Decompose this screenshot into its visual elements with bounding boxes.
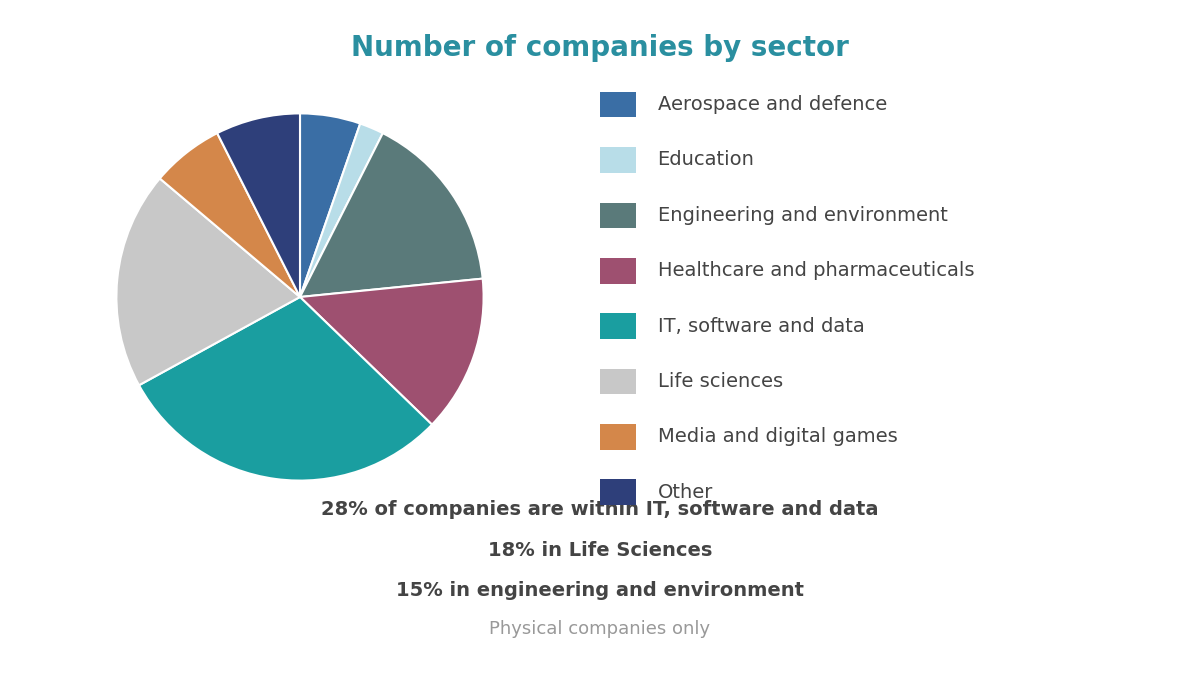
Wedge shape <box>300 279 484 425</box>
Text: Physical companies only: Physical companies only <box>490 620 710 638</box>
Text: Education: Education <box>658 151 755 169</box>
Wedge shape <box>300 133 482 297</box>
Wedge shape <box>300 113 360 297</box>
Text: 18% in Life Sciences: 18% in Life Sciences <box>488 541 712 560</box>
Wedge shape <box>139 297 432 481</box>
Wedge shape <box>160 133 300 297</box>
Text: Other: Other <box>658 483 713 502</box>
Text: Aerospace and defence: Aerospace and defence <box>658 95 887 114</box>
Text: Media and digital games: Media and digital games <box>658 427 898 446</box>
Text: Engineering and environment: Engineering and environment <box>658 206 948 225</box>
Text: 28% of companies are within IT, software and data: 28% of companies are within IT, software… <box>322 500 878 519</box>
Wedge shape <box>300 124 383 297</box>
Text: Healthcare and pharmaceuticals: Healthcare and pharmaceuticals <box>658 261 974 280</box>
Text: IT, software and data: IT, software and data <box>658 317 864 335</box>
Text: Number of companies by sector: Number of companies by sector <box>352 34 848 61</box>
Text: Life sciences: Life sciences <box>658 372 782 391</box>
Wedge shape <box>116 178 300 385</box>
Wedge shape <box>217 113 300 297</box>
Text: 15% in engineering and environment: 15% in engineering and environment <box>396 581 804 600</box>
